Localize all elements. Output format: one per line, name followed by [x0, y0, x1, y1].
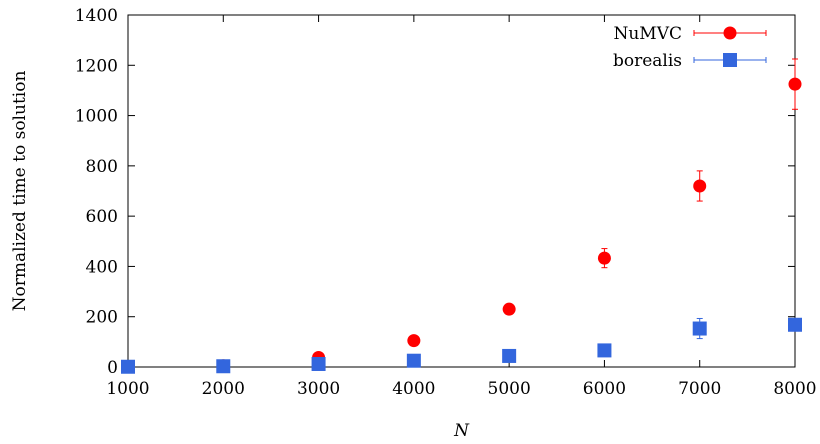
x-tick-label: 5000 [488, 379, 531, 399]
x-axis-ticks: 1000 2000 3000 4000 5000 6000 7000 8000 [106, 15, 817, 399]
plot-frame [127, 14, 796, 368]
data-point-borealis [406, 353, 421, 368]
data-point-borealis [502, 348, 517, 363]
x-tick-label: 6000 [583, 379, 626, 399]
plot-border [127, 14, 796, 368]
x-tick-label: 1000 [106, 379, 149, 399]
data-point-numvc [693, 179, 707, 193]
y-tick-label: 400 [86, 257, 118, 277]
x-tick-label: 4000 [392, 379, 435, 399]
legend-label-borealis: borealis [613, 51, 682, 71]
legend: NuMVC borealis [613, 24, 767, 71]
data-point-borealis [216, 359, 231, 374]
data-point-numvc [788, 77, 802, 91]
y-axis-label: Normalized time to solution [10, 71, 30, 312]
x-tick-label: 7000 [678, 379, 721, 399]
y-tick-label: 1200 [75, 56, 118, 76]
y-tick-label: 1400 [75, 6, 118, 26]
y-tick-label: 0 [107, 358, 118, 378]
y-tick-label: 800 [86, 157, 118, 177]
y-tick-label: 600 [86, 207, 118, 227]
y-tick-label: 200 [86, 308, 118, 328]
x-tick-label: 8000 [773, 379, 816, 399]
data-point-numvc [597, 251, 611, 265]
x-tick-label: 2000 [202, 379, 245, 399]
data-point-borealis [121, 359, 135, 374]
data-point-numvc [407, 334, 421, 348]
x-axis-label: N [453, 421, 470, 441]
series-borealis [121, 317, 802, 374]
data-point-borealis [597, 343, 612, 358]
data-point-borealis [311, 356, 326, 371]
y-axis-ticks: 0 200 400 600 800 1000 1200 1400 [75, 6, 795, 378]
y-tick-label: 1000 [75, 107, 118, 127]
legend-marker-numvc [723, 26, 737, 40]
legend-marker-borealis [723, 53, 737, 67]
data-series [121, 58, 802, 374]
legend-label-numvc: NuMVC [613, 24, 682, 44]
data-point-borealis [788, 317, 802, 332]
x-tick-label: 3000 [297, 379, 340, 399]
data-point-numvc [502, 302, 516, 316]
data-point-borealis [692, 321, 707, 336]
